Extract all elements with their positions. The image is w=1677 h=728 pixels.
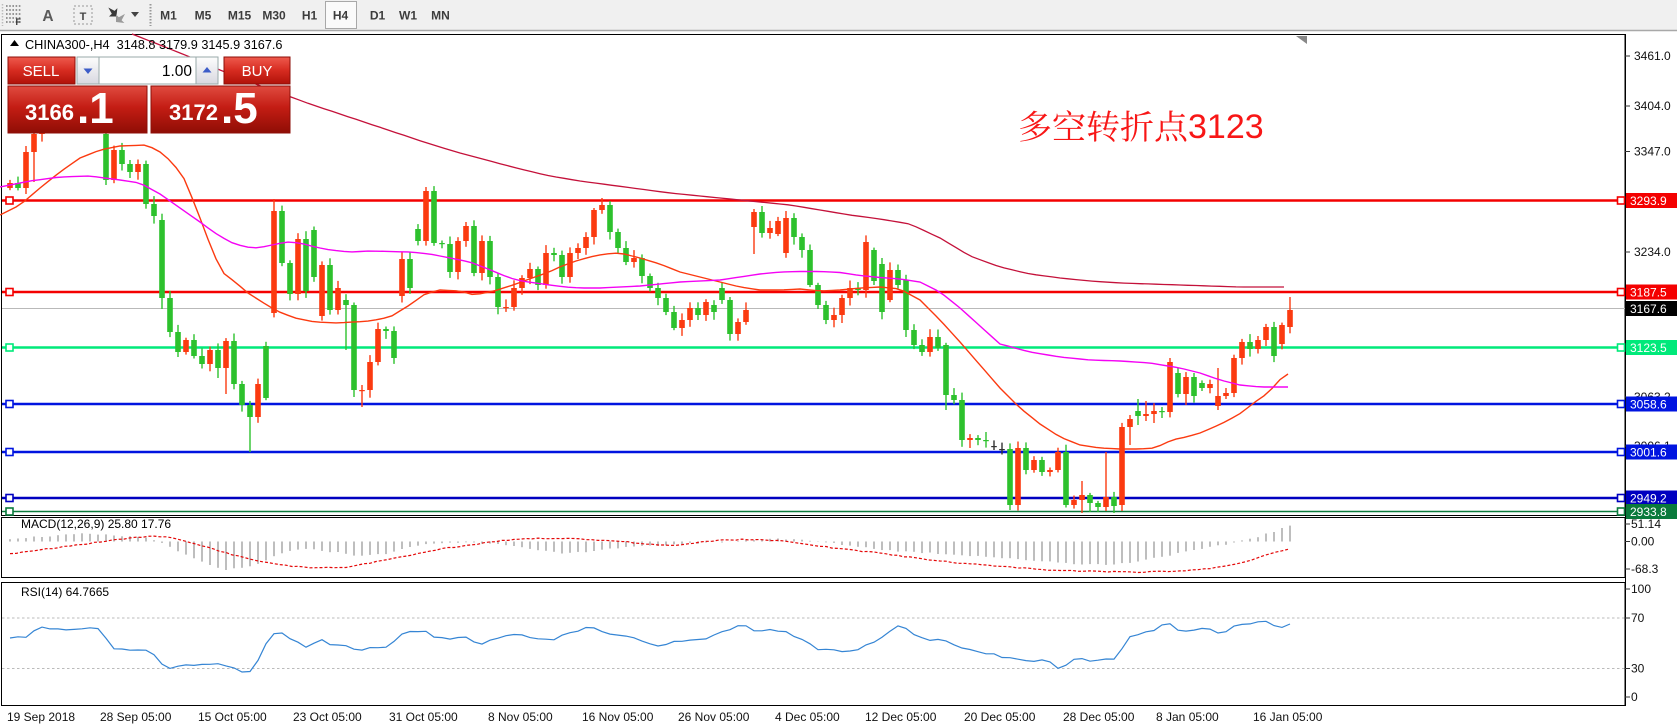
svg-text:T: T [80,11,87,23]
svg-text:H4: H4 [333,9,349,23]
svg-text:28 Sep 05:00: 28 Sep 05:00 [100,710,172,724]
svg-text:2949.2: 2949.2 [1630,492,1667,506]
svg-text:3347.0: 3347.0 [1634,145,1671,159]
svg-text:1.00: 1.00 [162,63,193,80]
svg-text:F: F [16,17,22,27]
svg-text:MN: MN [431,9,450,23]
svg-text:3461.0: 3461.0 [1634,49,1671,63]
svg-text:SELL: SELL [23,63,60,80]
svg-text:BUY: BUY [242,63,273,80]
svg-text:3234.0: 3234.0 [1634,245,1671,259]
svg-text:CHINA300-,H4 3148.8 3179.9 31: CHINA300-,H4 3148.8 3179.9 3145.9 3167.6 [25,38,282,52]
svg-text:MACD(12,26,9) 25.80 17.76: MACD(12,26,9) 25.80 17.76 [21,517,171,531]
svg-text:31 Oct 05:00: 31 Oct 05:00 [389,710,458,724]
svg-text:M5: M5 [195,9,212,23]
svg-text:16 Nov 05:00: 16 Nov 05:00 [582,710,654,724]
svg-text:100: 100 [1631,582,1651,596]
svg-text:3172: 3172 [169,100,218,125]
svg-text:19 Sep 2018: 19 Sep 2018 [7,710,75,724]
svg-text:16 Jan 05:00: 16 Jan 05:00 [1253,710,1323,724]
svg-text:.5: .5 [221,84,258,133]
svg-text:0: 0 [1631,690,1638,704]
svg-text:70: 70 [1631,611,1645,625]
svg-text:8 Jan 05:00: 8 Jan 05:00 [1156,710,1219,724]
svg-text:30: 30 [1631,662,1645,676]
svg-text:3167.6: 3167.6 [1630,302,1667,316]
svg-text:-68.3: -68.3 [1631,562,1659,576]
svg-text:8 Nov 05:00: 8 Nov 05:00 [488,710,553,724]
svg-text:RSI(14) 64.7665: RSI(14) 64.7665 [21,585,109,599]
svg-text:A: A [42,8,53,25]
svg-text:3166: 3166 [25,100,74,125]
svg-text:H1: H1 [302,9,318,23]
svg-text:3404.0: 3404.0 [1634,99,1671,113]
svg-text:3123.5: 3123.5 [1630,341,1667,355]
svg-text:D1: D1 [370,9,386,23]
svg-text:W1: W1 [399,9,417,23]
svg-text:12 Dec 05:00: 12 Dec 05:00 [865,710,937,724]
svg-text:.1: .1 [77,84,114,133]
svg-text:M1: M1 [160,9,177,23]
svg-text:51.14: 51.14 [1631,517,1661,531]
svg-text:3293.9: 3293.9 [1630,194,1667,208]
svg-text:M30: M30 [262,9,286,23]
svg-text:2933.8: 2933.8 [1630,505,1667,519]
svg-text:0.00: 0.00 [1631,535,1655,549]
svg-text:28 Dec 05:00: 28 Dec 05:00 [1063,710,1135,724]
svg-text:15 Oct 05:00: 15 Oct 05:00 [198,710,267,724]
svg-text:23 Oct 05:00: 23 Oct 05:00 [293,710,362,724]
svg-text:M15: M15 [228,9,252,23]
svg-text:3187.5: 3187.5 [1630,286,1667,300]
svg-text:4 Dec 05:00: 4 Dec 05:00 [775,710,840,724]
svg-text:3001.6: 3001.6 [1630,446,1667,460]
svg-text:3123: 3123 [1188,108,1264,146]
svg-text:20 Dec 05:00: 20 Dec 05:00 [964,710,1036,724]
svg-text:26 Nov 05:00: 26 Nov 05:00 [678,710,750,724]
svg-text:3058.6: 3058.6 [1630,398,1667,412]
